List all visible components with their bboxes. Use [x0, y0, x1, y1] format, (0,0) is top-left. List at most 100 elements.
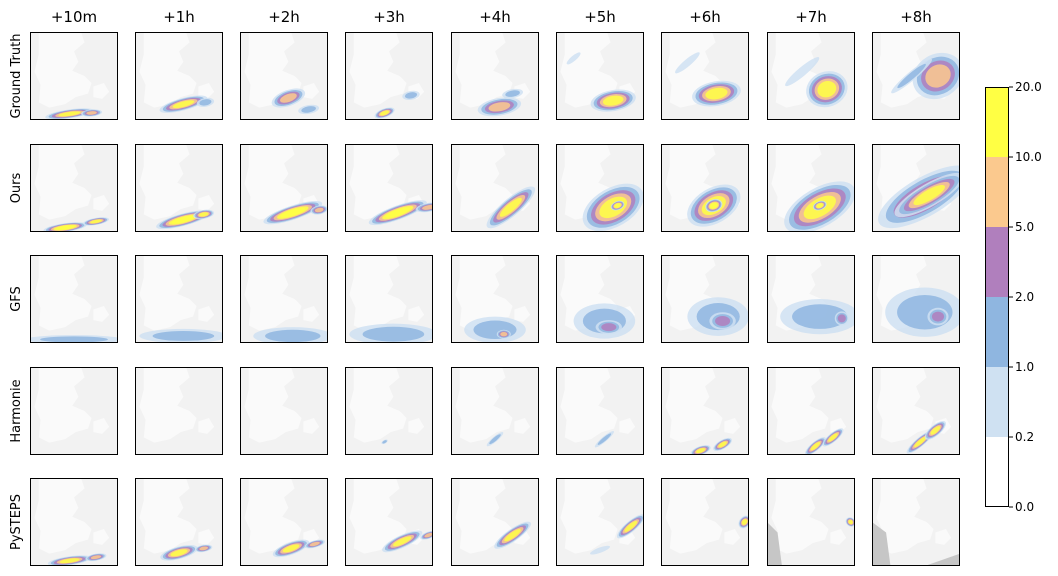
- land-mask: [619, 418, 636, 434]
- forecast-panel: [556, 478, 644, 566]
- forecast-panel: [30, 32, 118, 120]
- land-mask: [514, 418, 531, 434]
- forecast-panel: [240, 478, 328, 566]
- panel-frame: [345, 478, 433, 566]
- land-mask: [514, 306, 531, 322]
- land-mask: [139, 32, 197, 108]
- forecast-panel: [767, 367, 855, 455]
- forecast-panel: [451, 478, 539, 566]
- forecast-panel: [451, 144, 539, 232]
- land-mask: [303, 418, 320, 434]
- precip-band: [828, 433, 838, 442]
- column-title: +3h: [373, 8, 405, 26]
- forecast-panel: [767, 478, 855, 566]
- column-title: +7h: [795, 8, 827, 26]
- land-mask: [139, 478, 197, 554]
- panel-frame: [661, 32, 749, 120]
- precip-band: [385, 207, 411, 218]
- forecast-panel: [30, 367, 118, 455]
- colorbar-segment: [985, 227, 1009, 297]
- precip-band: [152, 331, 215, 341]
- precip-band: [280, 207, 306, 218]
- precip-band: [715, 315, 731, 327]
- forecast-panel: [872, 478, 960, 566]
- land-mask: [34, 32, 92, 108]
- forecast-panel: [661, 255, 749, 343]
- precip-band: [172, 100, 195, 109]
- panel-frame: [30, 367, 118, 455]
- forecast-panel: [135, 32, 223, 120]
- land-mask: [34, 478, 92, 554]
- panel-frame: [451, 478, 539, 566]
- land-mask: [771, 478, 829, 554]
- precip-band: [86, 111, 97, 115]
- forecast-panel: [345, 478, 433, 566]
- forecast-panel: [240, 255, 328, 343]
- land-mask: [349, 32, 407, 108]
- precip-band: [199, 546, 208, 551]
- land-mask: [34, 255, 92, 331]
- land-mask: [34, 367, 92, 443]
- panel-frame: [135, 255, 223, 343]
- precip-band: [837, 314, 846, 323]
- panel-frame: [661, 367, 749, 455]
- precip-band: [817, 80, 837, 98]
- forecast-panel: [345, 255, 433, 343]
- panel-frame: [556, 367, 644, 455]
- column-title: +2h: [268, 8, 300, 26]
- row-label: Ground Truth: [9, 34, 24, 119]
- panel-frame: [451, 255, 539, 343]
- panel-frame: [30, 32, 118, 120]
- forecast-panel: [451, 255, 539, 343]
- panel-frame: [345, 255, 433, 343]
- land-mask: [139, 144, 197, 220]
- panel-frame: [240, 144, 328, 232]
- precip-band: [58, 111, 81, 117]
- forecast-panel: [661, 478, 749, 566]
- land-mask: [93, 195, 110, 211]
- land-mask: [93, 306, 110, 322]
- panel-frame: [135, 367, 223, 455]
- panel-frame: [345, 144, 433, 232]
- precip-band: [696, 448, 706, 454]
- precip-band: [566, 52, 581, 65]
- land-mask: [560, 32, 618, 108]
- precip-band: [505, 90, 520, 97]
- precip-band: [504, 529, 521, 542]
- precip-band: [170, 549, 188, 557]
- precip-band: [597, 433, 612, 445]
- forecast-panel: [345, 367, 433, 455]
- land-mask: [876, 478, 934, 554]
- land-mask: [198, 529, 215, 545]
- precip-band: [40, 336, 108, 343]
- precip-band: [282, 544, 300, 553]
- panel-frame: [240, 478, 328, 566]
- land-mask: [724, 529, 741, 545]
- precip-band: [848, 519, 853, 525]
- panel-frame: [30, 144, 118, 232]
- land-mask: [349, 367, 407, 443]
- colorbar-tick-label: 20.0: [1015, 80, 1042, 94]
- panel-frame: [872, 144, 960, 232]
- precip-band: [489, 434, 501, 445]
- precip-band: [362, 326, 425, 342]
- colorbar-tick-label: 2.0: [1015, 290, 1034, 304]
- precip-band: [816, 203, 823, 208]
- forecast-panel: [767, 144, 855, 232]
- forecast-panel: [30, 478, 118, 566]
- precip-band: [488, 102, 511, 112]
- land-mask: [560, 367, 618, 443]
- forecast-panel: [661, 367, 749, 455]
- forecast-panel: [345, 32, 433, 120]
- land-mask: [93, 83, 110, 99]
- no-data-region: [767, 522, 782, 566]
- forecast-panel: [767, 255, 855, 343]
- forecast-panel: [767, 32, 855, 120]
- land-mask: [244, 144, 302, 220]
- no-data-region: [924, 553, 960, 566]
- row-label: PySTEPS: [9, 494, 24, 550]
- precip-band: [301, 106, 316, 113]
- panel-frame: [661, 255, 749, 343]
- precip-band: [601, 323, 617, 332]
- forecast-panel: [240, 32, 328, 120]
